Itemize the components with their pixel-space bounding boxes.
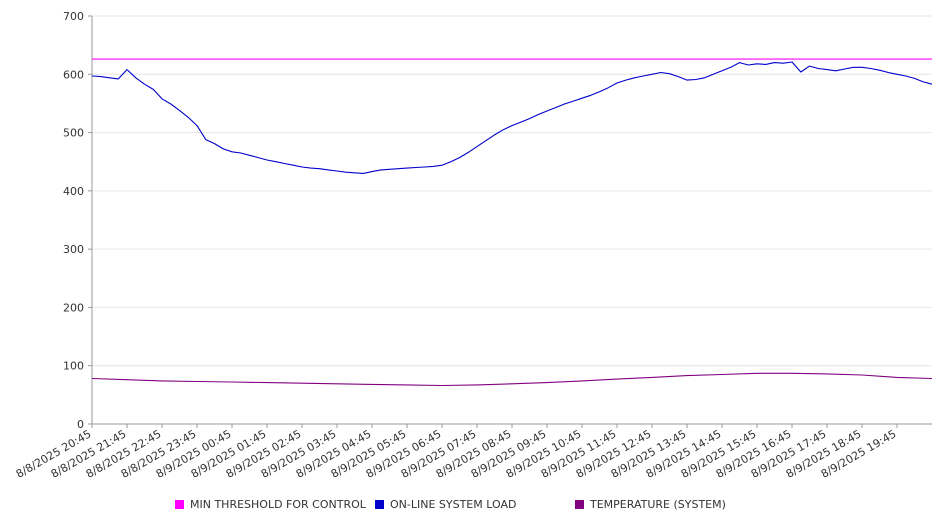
y-tick-label: 300 xyxy=(63,243,84,256)
y-tick-label: 500 xyxy=(63,127,84,140)
series-lines xyxy=(91,58,933,387)
legend-swatch-load xyxy=(375,500,384,509)
legend-item-load[interactable]: ON-LINE SYSTEM LOAD xyxy=(375,498,516,511)
y-tick-label: 200 xyxy=(63,301,84,314)
legend-swatch-temperature xyxy=(575,500,584,509)
y-axis-ticks: 0 100 200 300 400 500 600 700 xyxy=(63,10,92,431)
legend-swatch-threshold xyxy=(175,500,184,509)
y-tick-label: 0 xyxy=(77,418,84,431)
legend-item-temperature[interactable]: TEMPERATURE (SYSTEM) xyxy=(575,498,726,511)
legend-item-threshold[interactable]: MIN THRESHOLD FOR CONTROL xyxy=(175,498,366,511)
gridlines xyxy=(92,15,932,367)
series-line-on-line-system-load xyxy=(91,61,933,174)
legend-label-threshold: MIN THRESHOLD FOR CONTROL xyxy=(190,498,366,511)
legend: MIN THRESHOLD FOR CONTROL ON-LINE SYSTEM… xyxy=(0,498,946,514)
legend-label-temperature: TEMPERATURE (SYSTEM) xyxy=(590,498,726,511)
x-axis-ticks: 8/8/2025 20:458/8/2025 21:458/8/2025 22:… xyxy=(14,424,899,481)
y-tick-label: 600 xyxy=(63,68,84,81)
legend-label-load: ON-LINE SYSTEM LOAD xyxy=(390,498,517,511)
y-tick-label: 400 xyxy=(63,185,84,198)
y-tick-label: 700 xyxy=(63,10,84,23)
axes xyxy=(91,16,932,425)
series-line-temperature-system xyxy=(91,372,933,387)
y-tick-label: 100 xyxy=(63,360,84,373)
